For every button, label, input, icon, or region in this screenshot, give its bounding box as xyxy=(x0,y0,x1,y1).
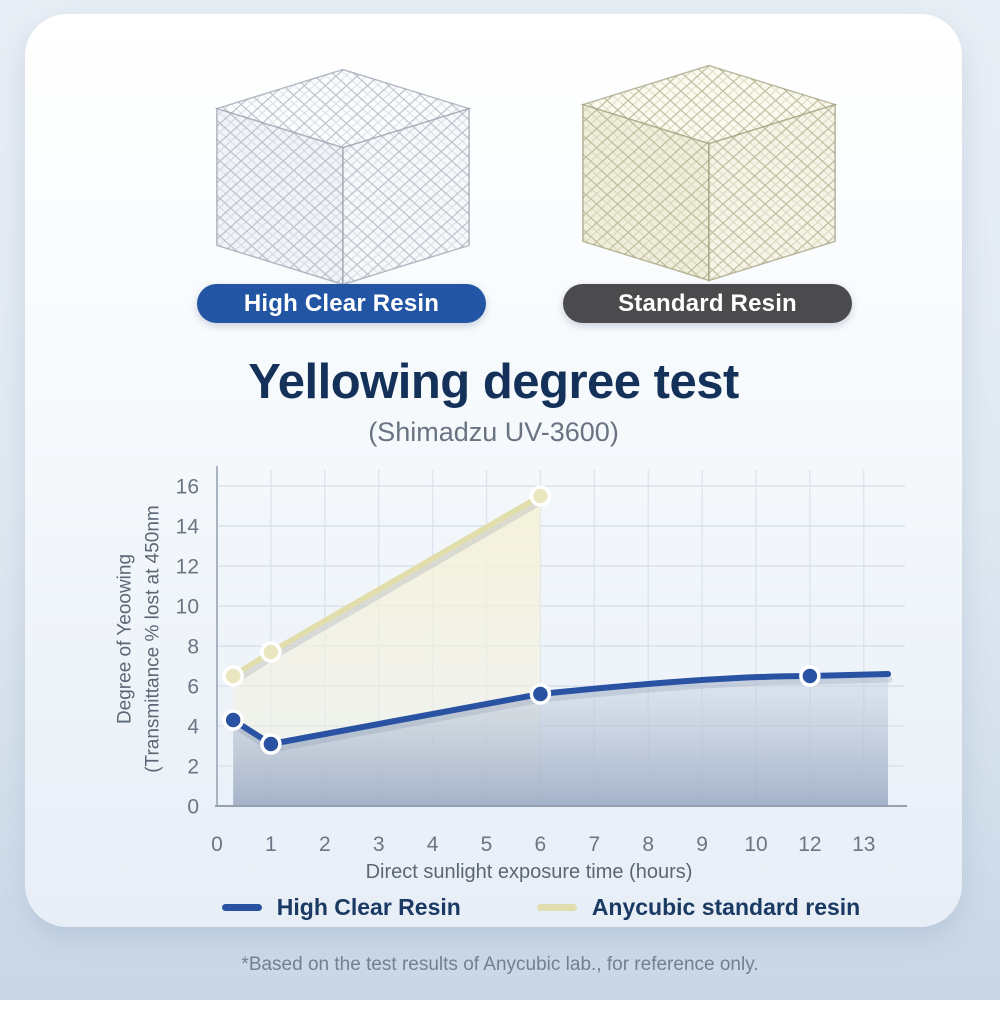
svg-text:6: 6 xyxy=(187,676,199,699)
standard-resin-badge-label: Standard Resin xyxy=(618,289,797,317)
high-clear-resin-badge-label: High Clear Resin xyxy=(243,289,440,317)
page-title: Yellowing degree test xyxy=(248,355,739,409)
chart-legend: High Clear Resin Anycubic standard resin xyxy=(197,894,885,921)
content-card: High Clear Resin Standard Resin Yellowin… xyxy=(25,14,962,927)
legend-label-high-clear: High Clear Resin xyxy=(276,894,461,920)
chart-markers-high-clear xyxy=(222,665,821,755)
y-axis-title-line2: (Transmittance % lost at 450nm xyxy=(142,505,164,773)
legend-label-standard: Anycubic standard resin xyxy=(591,894,861,920)
svg-text:5: 5 xyxy=(481,833,493,856)
standard-resin-cube-photo xyxy=(565,62,853,284)
svg-text:8: 8 xyxy=(642,833,654,856)
svg-text:13: 13 xyxy=(852,833,875,856)
svg-text:1: 1 xyxy=(265,833,277,856)
svg-text:12: 12 xyxy=(176,556,199,579)
svg-text:6: 6 xyxy=(535,833,547,856)
chart-markers-standard xyxy=(222,485,552,687)
svg-text:0: 0 xyxy=(211,833,223,856)
standard-cube-svg xyxy=(580,64,838,282)
legend-swatch-high-clear xyxy=(221,904,262,911)
legend-item-high-clear: High Clear Resin xyxy=(221,894,461,921)
chart-series-high-clear xyxy=(230,671,893,806)
svg-text:0: 0 xyxy=(187,796,199,819)
svg-text:2: 2 xyxy=(187,756,199,779)
svg-text:8: 8 xyxy=(187,636,199,659)
y-axis-title-line1: Degree of Yeoowing xyxy=(114,553,136,725)
svg-text:14: 14 xyxy=(176,516,200,539)
svg-text:4: 4 xyxy=(427,833,439,856)
svg-text:7: 7 xyxy=(588,833,600,856)
high-clear-cube-svg xyxy=(214,68,472,286)
high-clear-resin-badge: High Clear Resin xyxy=(197,284,486,323)
svg-text:12: 12 xyxy=(798,833,821,856)
x-axis-title: Direct sunlight exposure time (hours) xyxy=(365,861,693,883)
svg-text:16: 16 xyxy=(176,476,199,499)
high-clear-resin-cube-photo xyxy=(199,66,487,288)
svg-text:9: 9 xyxy=(696,833,708,856)
svg-text:3: 3 xyxy=(373,833,385,856)
chart-axes xyxy=(215,466,907,807)
y-axis-title: Degree of Yeoowing (Transmittance % lost… xyxy=(112,467,170,812)
svg-text:2: 2 xyxy=(319,833,331,856)
svg-text:4: 4 xyxy=(187,716,199,739)
legend-swatch-standard xyxy=(536,904,577,911)
svg-text:10: 10 xyxy=(176,596,199,619)
standard-resin-badge: Standard Resin xyxy=(563,284,852,323)
page-subtitle: (Shimadzu UV-3600) xyxy=(368,417,619,447)
legend-item-standard: Anycubic standard resin xyxy=(536,894,861,921)
svg-text:10: 10 xyxy=(744,833,767,856)
footnote-text: *Based on the test results of Anycubic l… xyxy=(241,954,759,975)
